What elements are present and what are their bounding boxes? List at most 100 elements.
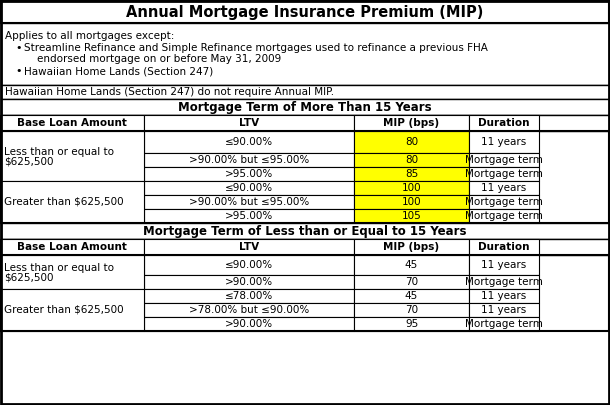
Bar: [144, 131, 354, 153]
Bar: [0, 255, 144, 289]
Text: Mortgage Term of More Than 15 Years: Mortgage Term of More Than 15 Years: [178, 100, 432, 113]
Bar: [144, 153, 354, 167]
Bar: [469, 209, 539, 223]
Bar: [469, 195, 539, 209]
Text: Less than or equal to: Less than or equal to: [4, 263, 114, 273]
Text: ≤78.00%: ≤78.00%: [225, 291, 273, 301]
Text: 11 years: 11 years: [481, 291, 526, 301]
Text: 95: 95: [405, 319, 418, 329]
Bar: [354, 275, 469, 289]
Bar: [469, 275, 539, 289]
Text: 105: 105: [401, 211, 422, 221]
Text: Mortgage term: Mortgage term: [465, 319, 543, 329]
Text: Applies to all mortgages except:: Applies to all mortgages except:: [5, 31, 174, 41]
Text: 70: 70: [405, 305, 418, 315]
Text: Duration: Duration: [478, 118, 529, 128]
Text: MIP (bps): MIP (bps): [384, 242, 440, 252]
Bar: [354, 167, 469, 181]
Text: 45: 45: [405, 291, 418, 301]
Text: •: •: [15, 43, 21, 53]
Bar: [0, 289, 144, 331]
Bar: [354, 209, 469, 223]
Bar: [354, 289, 469, 303]
Bar: [354, 181, 469, 195]
Bar: [469, 289, 539, 303]
Text: Mortgage term: Mortgage term: [465, 211, 543, 221]
Text: >95.00%: >95.00%: [225, 169, 273, 179]
Text: 11 years: 11 years: [481, 260, 526, 270]
Bar: [1, 1, 609, 23]
Bar: [144, 167, 354, 181]
Text: $625,500: $625,500: [4, 157, 54, 167]
Bar: [469, 153, 539, 167]
Text: 11 years: 11 years: [481, 305, 526, 315]
Bar: [144, 275, 354, 289]
Text: Hawaiian Home Lands (Section 247) do not require Annual MIP.: Hawaiian Home Lands (Section 247) do not…: [5, 87, 334, 97]
Text: Mortgage term: Mortgage term: [465, 155, 543, 165]
Bar: [469, 317, 539, 331]
Text: Mortgage term: Mortgage term: [465, 169, 543, 179]
Text: >90.00%: >90.00%: [225, 277, 273, 287]
Text: Base Loan Amount: Base Loan Amount: [17, 242, 127, 252]
Text: Streamline Refinance and Simple Refinance mortgages used to refinance a previous: Streamline Refinance and Simple Refinanc…: [24, 43, 488, 53]
Text: endorsed mortgage on or before May 31, 2009: endorsed mortgage on or before May 31, 2…: [24, 54, 281, 64]
Text: $625,500: $625,500: [4, 273, 54, 283]
Text: 11 years: 11 years: [481, 137, 526, 147]
Bar: [469, 181, 539, 195]
Bar: [1, 239, 609, 255]
Text: >95.00%: >95.00%: [225, 211, 273, 221]
Text: 100: 100: [402, 197, 422, 207]
Text: Duration: Duration: [478, 242, 529, 252]
Text: Greater than $625,500: Greater than $625,500: [4, 305, 124, 315]
Text: 70: 70: [405, 277, 418, 287]
Text: 100: 100: [402, 183, 422, 193]
Bar: [469, 255, 539, 275]
Text: 45: 45: [405, 260, 418, 270]
Bar: [144, 181, 354, 195]
Bar: [1, 85, 609, 99]
Text: ≤90.00%: ≤90.00%: [225, 183, 273, 193]
Text: Annual Mortgage Insurance Premium (MIP): Annual Mortgage Insurance Premium (MIP): [126, 4, 484, 19]
Text: Mortgage Term of Less than or Equal to 15 Years: Mortgage Term of Less than or Equal to 1…: [143, 224, 467, 237]
Bar: [144, 209, 354, 223]
Text: •: •: [15, 66, 21, 76]
Bar: [354, 115, 469, 131]
Bar: [1, 255, 609, 331]
Bar: [354, 303, 469, 317]
Text: LTV: LTV: [239, 242, 259, 252]
Bar: [0, 181, 144, 223]
Text: LTV: LTV: [239, 118, 259, 128]
Bar: [144, 289, 354, 303]
Bar: [354, 195, 469, 209]
Bar: [144, 115, 354, 131]
Text: Mortgage term: Mortgage term: [465, 197, 543, 207]
Bar: [1, 223, 609, 239]
Bar: [144, 195, 354, 209]
Bar: [469, 115, 539, 131]
Bar: [469, 131, 539, 153]
Text: MIP (bps): MIP (bps): [384, 118, 440, 128]
Bar: [469, 239, 539, 255]
Text: >90.00% but ≤95.00%: >90.00% but ≤95.00%: [189, 197, 309, 207]
Text: >90.00%: >90.00%: [225, 319, 273, 329]
Text: Hawaiian Home Lands (Section 247): Hawaiian Home Lands (Section 247): [24, 66, 214, 76]
Bar: [354, 239, 469, 255]
Bar: [0, 131, 144, 181]
Text: 80: 80: [405, 137, 418, 147]
Bar: [1, 99, 609, 115]
Bar: [0, 239, 144, 255]
Text: >78.00% but ≤90.00%: >78.00% but ≤90.00%: [189, 305, 309, 315]
Bar: [469, 303, 539, 317]
Text: Mortgage term: Mortgage term: [465, 277, 543, 287]
Text: 80: 80: [405, 155, 418, 165]
Bar: [469, 167, 539, 181]
Bar: [354, 131, 469, 153]
Text: Greater than $625,500: Greater than $625,500: [4, 197, 124, 207]
Text: Less than or equal to: Less than or equal to: [4, 147, 114, 157]
Bar: [0, 115, 144, 131]
Text: ≤90.00%: ≤90.00%: [225, 260, 273, 270]
Bar: [144, 317, 354, 331]
Bar: [354, 153, 469, 167]
Text: 85: 85: [405, 169, 418, 179]
Bar: [144, 303, 354, 317]
